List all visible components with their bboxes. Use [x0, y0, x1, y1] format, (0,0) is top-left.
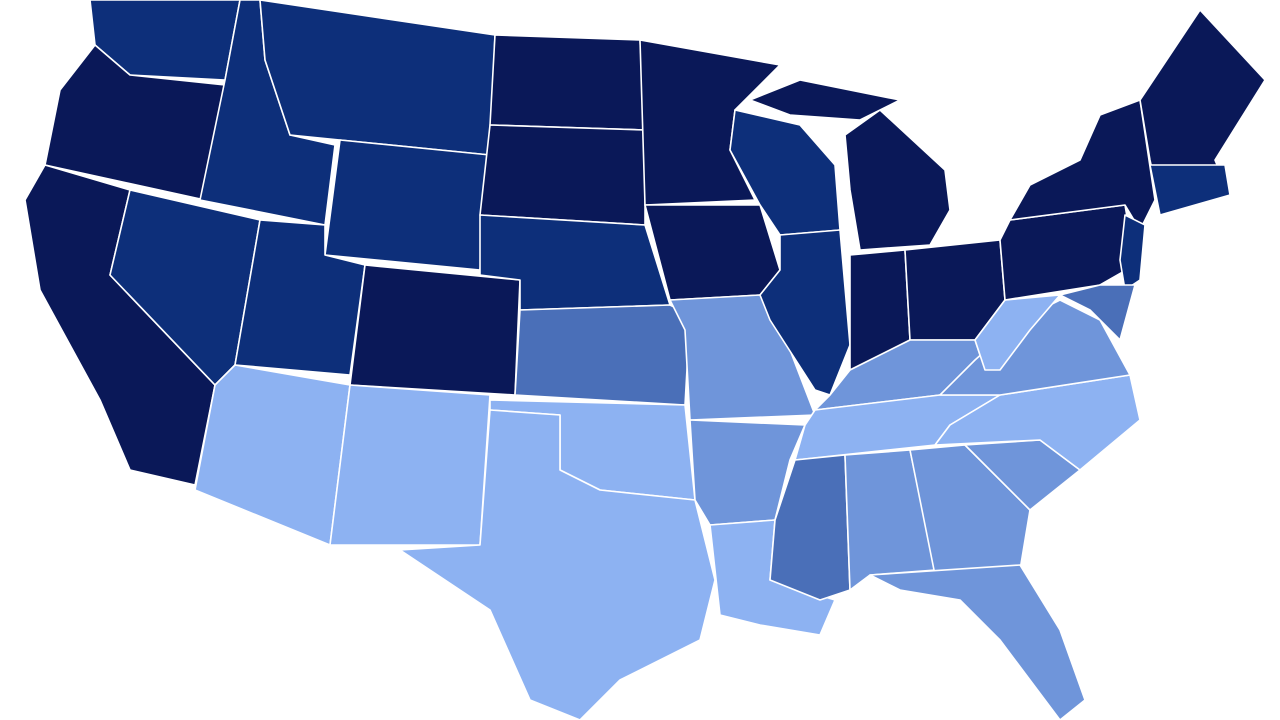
- state: [1009, 99, 1156, 231]
- state: [644, 204, 781, 301]
- state: [1149, 164, 1231, 216]
- state: [1119, 214, 1146, 291]
- state: [259, 0, 496, 156]
- state: [194, 364, 351, 546]
- state: [514, 304, 691, 406]
- state: [749, 79, 901, 121]
- state: [479, 124, 646, 226]
- state: [759, 229, 851, 396]
- state: [909, 444, 1031, 576]
- state: [489, 34, 646, 131]
- state: [399, 409, 716, 720]
- states: [24, 0, 1266, 720]
- state: [329, 384, 491, 546]
- state: [349, 264, 521, 396]
- state: [324, 139, 491, 271]
- state: [934, 374, 1141, 471]
- state: [844, 109, 951, 251]
- state: [869, 564, 1086, 720]
- state: [89, 0, 241, 81]
- state: [1059, 284, 1136, 341]
